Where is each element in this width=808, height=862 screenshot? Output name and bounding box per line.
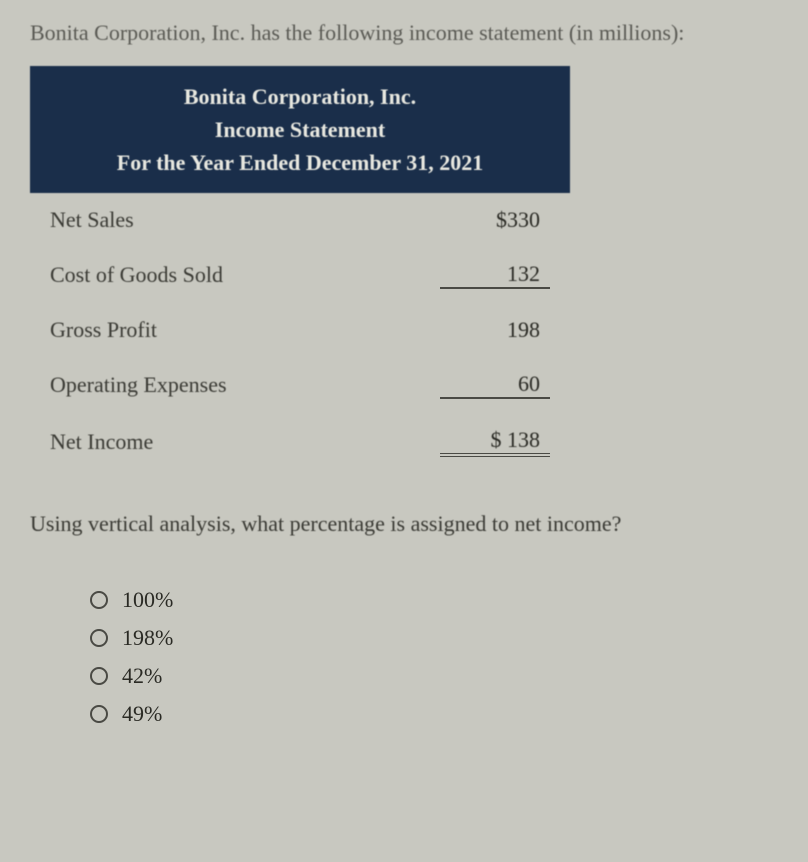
row-value-net-income: $ 138: [491, 427, 551, 452]
company-name: Bonita Corporation, Inc.: [50, 80, 550, 113]
table-row: Gross Profit 198: [30, 303, 570, 357]
table-row: Operating Expenses 60: [30, 357, 570, 413]
option-label: 42%: [122, 663, 162, 689]
income-statement-table: Bonita Corporation, Inc. Income Statemen…: [30, 66, 570, 471]
row-value-opex: 60: [518, 371, 550, 396]
option-item-3[interactable]: 49%: [90, 701, 778, 727]
radio-icon: [90, 705, 108, 723]
option-label: 49%: [122, 701, 162, 727]
radio-icon: [90, 667, 108, 685]
radio-icon: [90, 591, 108, 609]
row-value-net-sales: $330: [496, 207, 550, 232]
statement-title: Income Statement: [50, 113, 550, 146]
row-value-cogs: 132: [507, 261, 550, 286]
row-label-gross-profit: Gross Profit: [50, 317, 157, 343]
radio-icon: [90, 629, 108, 647]
option-item-2[interactable]: 42%: [90, 663, 778, 689]
table-row: Net Income $ 138: [30, 413, 570, 471]
options-list: 100% 198% 42% 49%: [30, 587, 778, 727]
option-item-1[interactable]: 198%: [90, 625, 778, 651]
period-label: For the Year Ended December 31, 2021: [50, 146, 550, 179]
table-header: Bonita Corporation, Inc. Income Statemen…: [30, 66, 570, 193]
row-value-gross-profit: 198: [507, 317, 550, 342]
option-label: 100%: [122, 587, 173, 613]
row-label-opex: Operating Expenses: [50, 372, 227, 398]
question-text: Using vertical analysis, what percentage…: [30, 511, 778, 537]
intro-text: Bonita Corporation, Inc. has the followi…: [30, 20, 778, 46]
row-label-net-income: Net Income: [50, 429, 153, 455]
row-label-cogs: Cost of Goods Sold: [50, 262, 223, 288]
table-row: Net Sales $330: [30, 193, 570, 247]
row-label-net-sales: Net Sales: [50, 207, 134, 233]
table-row: Cost of Goods Sold 132: [30, 247, 570, 303]
option-label: 198%: [122, 625, 173, 651]
option-item-0[interactable]: 100%: [90, 587, 778, 613]
